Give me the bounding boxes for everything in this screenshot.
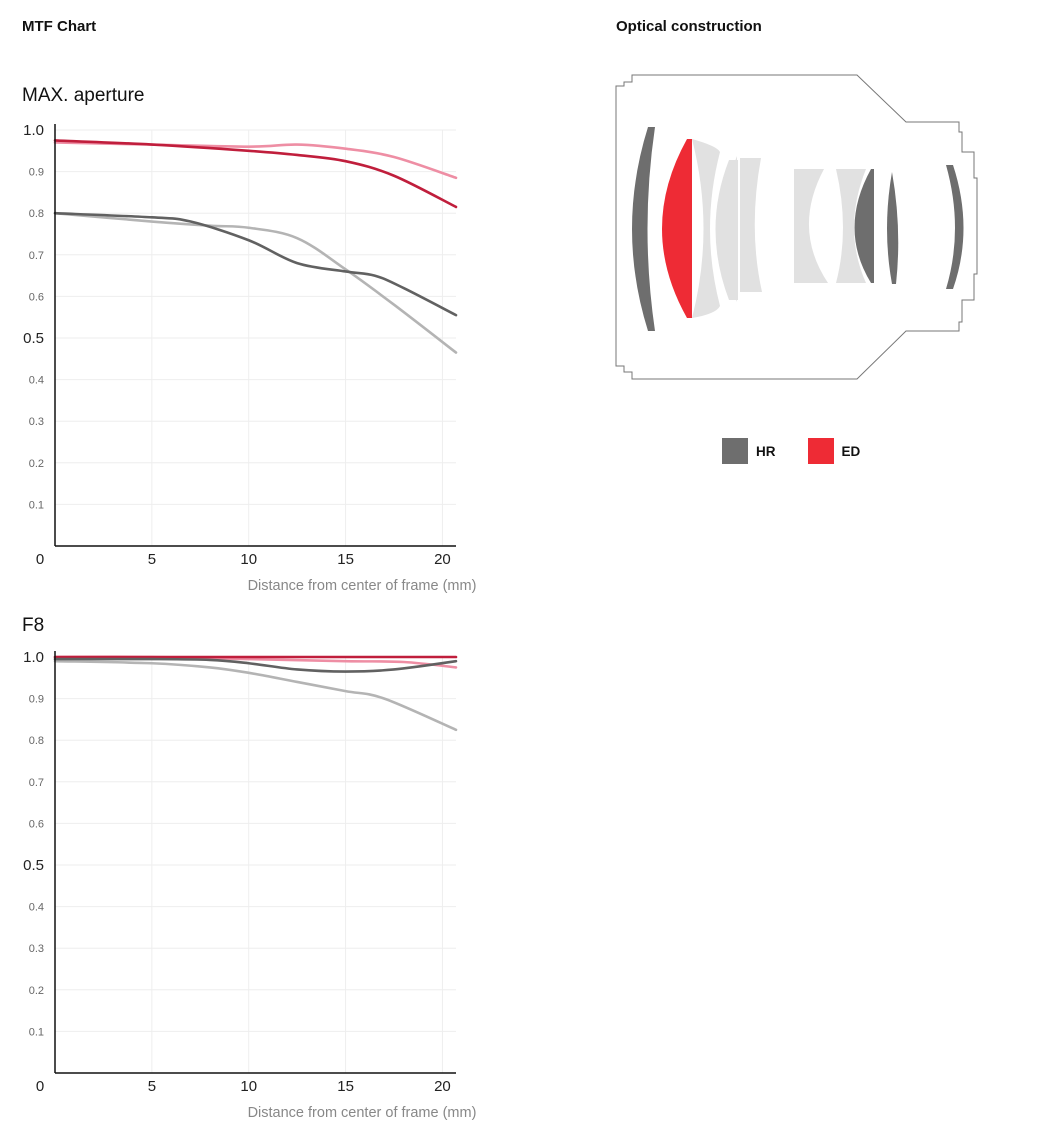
lens-barrel-outline: [615, 74, 978, 380]
lens-element-6: [794, 169, 828, 283]
y-tick-label: 0.5: [23, 857, 44, 874]
mtf-series-line-4: [53, 657, 458, 673]
x-tick-label: 5: [148, 1078, 156, 1095]
legend-item-hr: HR: [722, 438, 776, 464]
y-tick-label: 0.3: [29, 943, 44, 955]
y-tick-label: 0.8: [29, 208, 44, 220]
y-tick-label: 0.9: [29, 167, 44, 179]
y-tick-label: 0.8: [29, 735, 44, 747]
y-tick-label: 0.4: [29, 375, 44, 387]
x-tick-label: 15: [337, 551, 354, 568]
max-aperture-chart-title: MAX. aperture: [22, 85, 145, 106]
y-tick-label: 0.7: [29, 777, 44, 789]
optical-construction-diagram: [615, 74, 978, 380]
legend-label-ed: ED: [841, 443, 861, 459]
y-tick-label: 0.2: [29, 458, 44, 470]
mtf-series-line-1: [53, 141, 458, 180]
mtf-chart-title: MTF Chart: [22, 18, 97, 35]
lens-element-4b: [715, 160, 738, 300]
x-tick-label: 10: [240, 551, 257, 568]
x-tick-label: 15: [337, 1078, 354, 1095]
lens-element-hr-4: [946, 165, 964, 289]
x-tick-label: 20: [434, 1078, 451, 1095]
lens-element-5: [740, 158, 762, 292]
y-tick-label: 0.2: [29, 985, 44, 997]
origin-label: 0: [36, 1078, 44, 1095]
legend-item-ed: ED: [807, 438, 861, 464]
y-tick-label: 1.0: [23, 122, 44, 139]
x-tick-label: 20: [434, 551, 451, 568]
lens-legend: HR ED: [722, 438, 892, 464]
x-axis-label: Distance from center of frame (mm): [248, 1105, 477, 1121]
x-tick-label: 5: [148, 551, 156, 568]
y-tick-label: 0.1: [29, 499, 44, 511]
mtf-series-line-3: [53, 211, 458, 354]
lens-element-3: [692, 139, 720, 318]
lens-element-ed: [662, 139, 692, 318]
f8-chart-title: F8: [22, 615, 45, 636]
y-tick-label: 0.6: [29, 291, 44, 303]
mtf-series-line-2: [53, 139, 458, 209]
y-tick-label: 0.7: [29, 250, 44, 262]
mtf-series-line-3: [53, 659, 458, 732]
legend-swatch-ed: [807, 438, 834, 464]
mtf-chart-f8: 1.0 0.9 0.8 0.7 0.6 0.5 0.4 0.3 0.2 0.1 0 5 10 15 20 Di…: [23, 649, 477, 1121]
legend-label-hr: HR: [756, 443, 776, 459]
y-tick-label: 0.1: [29, 1026, 44, 1038]
x-axis-label: Distance from center of frame (mm): [248, 578, 477, 594]
y-tick-label: 0.9: [29, 694, 44, 706]
x-tick-label: 10: [240, 1078, 257, 1095]
y-tick-label: 0.6: [29, 818, 44, 830]
mtf-chart-max-aperture: 1.0 0.9 0.8 0.7 0.6 0.5 0.4 0.3 0.2 0.1 0 5 10 15 20 Di…: [23, 122, 477, 594]
legend-swatch-hr: [722, 438, 748, 464]
y-tick-label: 0.4: [29, 902, 44, 914]
mtf-series-line-4: [53, 211, 458, 317]
optical-construction-title: Optical construction: [616, 18, 762, 35]
lens-element-hr-1: [632, 127, 655, 331]
y-tick-label: 1.0: [23, 649, 44, 666]
origin-label: 0: [36, 551, 44, 568]
lens-element-7: [836, 169, 866, 283]
y-tick-label: 0.3: [29, 416, 44, 428]
y-tick-label: 0.5: [23, 330, 44, 347]
lens-element-hr-2: [854, 169, 874, 283]
lens-element-hr-3: [887, 172, 899, 284]
